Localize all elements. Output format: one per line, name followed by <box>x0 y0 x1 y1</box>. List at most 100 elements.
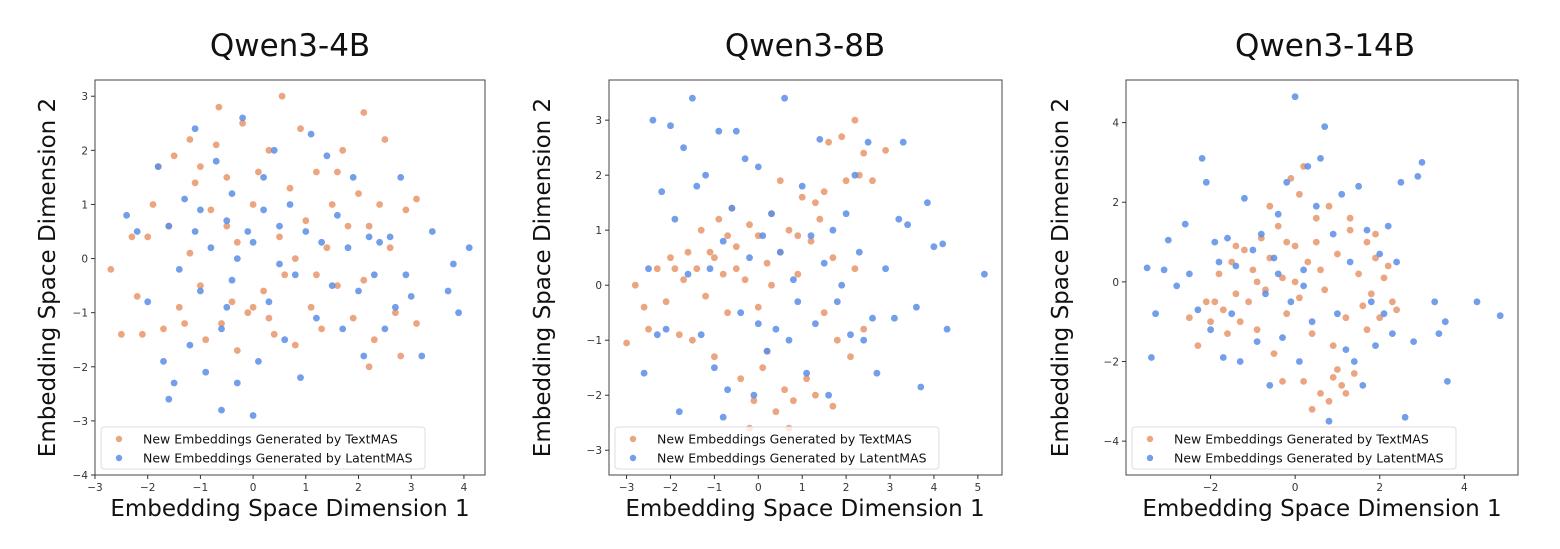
point-latentmas <box>662 325 670 333</box>
point-textmas <box>370 336 378 344</box>
point-textmas <box>212 141 220 149</box>
point-textmas <box>763 259 771 267</box>
point-latentmas <box>847 331 854 339</box>
scatter-panel-3: Qwen3-14B −2 0 2 4 −4 −2 0 2 4 Embedding Space Dim… <box>1048 28 1519 522</box>
point-latentmas <box>1279 334 1286 341</box>
point-latentmas <box>1194 306 1202 314</box>
point-textmas <box>1384 262 1392 270</box>
point-latentmas <box>1325 417 1333 425</box>
point-latentmas <box>754 320 762 328</box>
point-latentmas <box>807 232 815 240</box>
y-tick-label: 0 <box>1112 277 1119 289</box>
point-textmas <box>170 152 178 160</box>
point-textmas <box>794 270 802 278</box>
point-latentmas <box>724 386 731 394</box>
point-latentmas <box>170 379 178 387</box>
point-textmas <box>1296 190 1303 198</box>
point-textmas <box>197 282 204 289</box>
point-textmas <box>334 168 341 176</box>
point-latentmas <box>1321 123 1329 130</box>
point-textmas <box>1253 326 1261 334</box>
point-latentmas <box>741 155 749 163</box>
point-latentmas <box>1296 358 1303 365</box>
point-latentmas <box>1393 258 1400 266</box>
point-textmas <box>181 320 189 327</box>
point-textmas <box>667 254 674 262</box>
point-textmas <box>286 184 294 192</box>
point-textmas <box>265 314 273 322</box>
point-textmas <box>693 265 701 273</box>
point-latentmas <box>820 259 828 267</box>
point-latentmas <box>191 228 199 235</box>
point-textmas <box>1270 350 1278 357</box>
point-latentmas <box>1376 250 1384 258</box>
point-textmas <box>785 226 793 234</box>
point-latentmas <box>1198 155 1206 162</box>
point-textmas <box>381 136 389 143</box>
point-latentmas <box>1186 270 1193 278</box>
point-latentmas <box>249 238 257 246</box>
point-latentmas <box>444 287 452 295</box>
point-textmas <box>1325 397 1333 405</box>
point-textmas <box>1194 342 1202 349</box>
point-latentmas <box>218 325 225 333</box>
point-latentmas <box>450 260 457 268</box>
point-latentmas <box>144 298 152 306</box>
x-tick-label: 2 <box>1376 482 1383 494</box>
point-textmas <box>215 103 223 111</box>
point-latentmas <box>1291 93 1299 101</box>
point-textmas <box>1245 298 1252 306</box>
point-textmas <box>1367 290 1375 298</box>
point-textmas <box>851 116 859 124</box>
point-textmas <box>1317 390 1324 397</box>
point-textmas <box>1321 286 1329 294</box>
point-latentmas <box>1215 258 1223 266</box>
point-latentmas <box>719 413 727 421</box>
point-textmas <box>724 309 731 317</box>
point-latentmas <box>658 188 666 196</box>
legend: New Embeddings Generated by TextMAS New E… <box>614 426 940 470</box>
point-textmas <box>724 232 731 240</box>
point-latentmas <box>1367 298 1375 306</box>
point-textmas <box>719 270 727 278</box>
point-latentmas <box>640 369 648 377</box>
point-latentmas <box>838 281 846 289</box>
point-textmas <box>750 397 758 405</box>
point-textmas <box>260 287 267 295</box>
point-textmas <box>1376 314 1384 322</box>
point-latentmas <box>981 270 988 278</box>
point-latentmas <box>265 298 273 306</box>
point-textmas <box>223 222 231 230</box>
point-textmas <box>133 293 141 300</box>
point-textmas <box>1266 202 1274 210</box>
point-textmas <box>149 201 157 208</box>
point-textmas <box>291 255 299 262</box>
point-latentmas <box>869 314 876 322</box>
point-textmas <box>820 188 828 196</box>
point-textmas <box>278 92 286 100</box>
point-textmas <box>1202 298 1210 306</box>
point-textmas <box>360 276 368 284</box>
point-textmas <box>355 190 362 198</box>
y-tick-label: −2 <box>587 390 602 402</box>
point-textmas <box>1308 330 1316 337</box>
point-latentmas <box>1253 338 1261 345</box>
point-latentmas <box>1304 163 1312 170</box>
point-latentmas <box>402 271 410 279</box>
y-tick-label: 1 <box>81 199 88 211</box>
point-latentmas <box>1338 190 1346 198</box>
point-textmas <box>318 325 325 333</box>
point-textmas <box>689 336 696 344</box>
point-latentmas <box>186 341 194 349</box>
y-axis-label: Embedding Space Dimension 2 <box>530 98 556 457</box>
point-latentmas <box>1431 298 1439 306</box>
point-latentmas <box>873 369 881 377</box>
point-latentmas <box>1228 310 1236 318</box>
point-textmas <box>1304 258 1312 266</box>
scatter-points <box>107 92 473 419</box>
point-latentmas <box>1143 264 1151 272</box>
point-latentmas <box>223 303 231 311</box>
y-tick-label: 3 <box>81 91 88 103</box>
point-textmas <box>776 177 784 185</box>
